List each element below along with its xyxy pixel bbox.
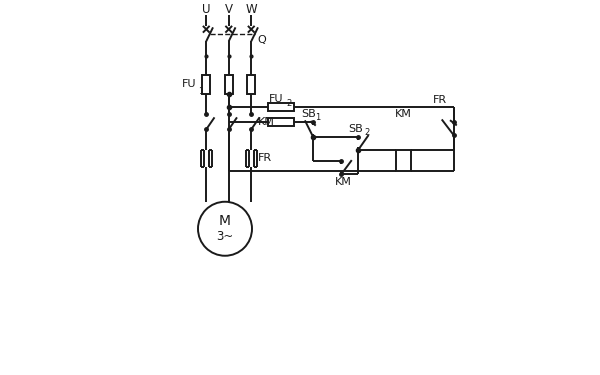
Text: 1: 1 [198,87,203,96]
Bar [202,75,211,94]
Text: KM: KM [258,117,275,127]
Text: FR: FR [433,95,447,105]
Bar [268,103,295,111]
Text: M: M [219,214,231,228]
Text: W: W [245,3,257,16]
Text: V: V [225,3,233,16]
Text: SB: SB [301,109,316,118]
Bar [247,75,256,94]
Text: U: U [202,3,211,16]
Bar [224,75,233,94]
Bar [395,150,410,171]
Text: FU: FU [269,94,283,104]
Text: 2: 2 [286,99,292,108]
Text: FU: FU [182,80,196,89]
Text: Q: Q [257,35,266,45]
Text: 2: 2 [364,128,370,137]
Text: KM: KM [335,177,352,187]
Circle shape [198,202,252,256]
Text: 3~: 3~ [217,231,233,243]
Text: 1: 1 [316,113,320,122]
Text: FR: FR [258,153,272,164]
Text: KM: KM [395,109,412,118]
Bar [268,118,295,126]
Text: SB: SB [348,124,363,134]
